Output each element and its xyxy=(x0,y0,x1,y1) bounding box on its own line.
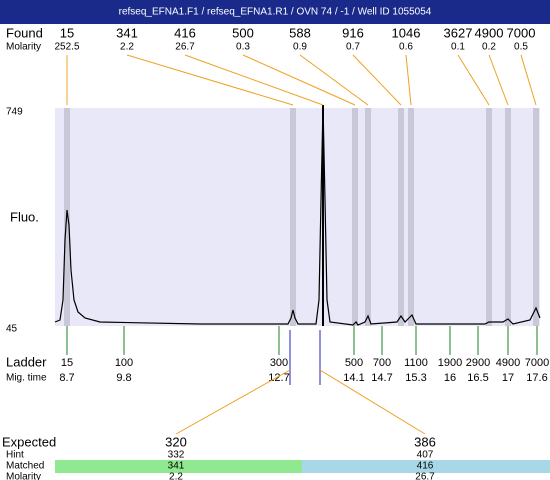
matched-label: Matched xyxy=(6,461,44,472)
found-molarity: 0.1 xyxy=(451,42,465,53)
found-size: 416 xyxy=(174,25,196,40)
peak-band xyxy=(398,108,404,326)
expected-connector xyxy=(319,369,426,435)
plot-area xyxy=(55,108,540,326)
hint-label: Hint xyxy=(6,450,24,461)
ladder-time: 14.1 xyxy=(343,372,364,384)
found-connector xyxy=(299,54,369,106)
ladder-size: 4900 xyxy=(496,357,520,369)
ladder-time: 8.7 xyxy=(59,372,74,384)
peak-band xyxy=(505,108,511,326)
found-size: 7000 xyxy=(507,25,536,40)
found-connector xyxy=(126,54,294,106)
expected-molarity: 26.7 xyxy=(415,472,435,480)
found-connector xyxy=(184,54,324,106)
molarity-label: Molarity xyxy=(6,42,41,53)
ladder-time: 16 xyxy=(444,372,456,384)
found-size: 500 xyxy=(232,25,254,40)
peak-band xyxy=(408,108,414,326)
peak-band xyxy=(486,108,492,326)
peak-band xyxy=(533,108,539,326)
found-label: Found xyxy=(6,25,43,40)
expected-matched: 341 xyxy=(168,461,185,472)
expected-hint: 332 xyxy=(168,450,185,461)
ladder-time: 9.8 xyxy=(116,372,131,384)
peak-band xyxy=(365,108,371,326)
molarity-label: Molarity xyxy=(6,472,41,480)
found-size: 341 xyxy=(116,25,138,40)
expected-hint: 407 xyxy=(417,450,434,461)
ladder-size: 500 xyxy=(345,357,363,369)
found-size: 3627 xyxy=(444,25,473,40)
ladder-time: 17 xyxy=(502,372,514,384)
matched-bar xyxy=(55,460,302,473)
found-molarity: 26.7 xyxy=(175,42,195,53)
found-connector xyxy=(352,54,402,106)
ladder-size: 1100 xyxy=(404,357,428,369)
found-connector xyxy=(520,54,537,106)
expected-size: 386 xyxy=(414,434,436,449)
expected-matched: 416 xyxy=(417,461,434,472)
found-connector xyxy=(457,54,490,106)
found-molarity: 252.5 xyxy=(54,42,79,53)
peak-band xyxy=(290,108,296,326)
ladder-time: 15.3 xyxy=(405,372,426,384)
found-size: 1046 xyxy=(392,25,421,40)
ladder-size: 300 xyxy=(270,357,288,369)
ladder-time: 14.7 xyxy=(371,372,392,384)
found-size: 916 xyxy=(342,25,364,40)
ladder-time: 12.7 xyxy=(268,372,289,384)
expected-size: 320 xyxy=(165,434,187,449)
found-size: 15 xyxy=(60,25,74,40)
ladder-time: 17.6 xyxy=(526,372,547,384)
trace xyxy=(54,104,541,326)
found-molarity: 0.5 xyxy=(514,42,528,53)
peak-band xyxy=(352,108,358,326)
expected-label: Expected xyxy=(2,434,56,449)
found-connector xyxy=(242,54,356,106)
expected-connector xyxy=(175,369,291,435)
ladder-size: 15 xyxy=(61,357,73,369)
mig-time-label: Mig. time xyxy=(6,373,47,384)
fluo-label: Fluo. xyxy=(10,209,39,224)
matched-bar xyxy=(302,460,550,473)
found-molarity: 0.7 xyxy=(346,42,360,53)
ladder-size: 1900 xyxy=(438,357,462,369)
found-size: 4900 xyxy=(475,25,504,40)
title: refseq_EFNA1.F1 / refseq_EFNA1.R1 / OVN … xyxy=(119,7,432,18)
ladder-label: Ladder xyxy=(6,354,47,369)
title-bar xyxy=(0,0,550,24)
found-size: 588 xyxy=(289,25,311,40)
ladder-time: 16.5 xyxy=(467,372,488,384)
found-molarity: 0.2 xyxy=(482,42,496,53)
found-connector xyxy=(405,54,412,106)
ladder-size: 700 xyxy=(373,357,391,369)
found-molarity: 0.3 xyxy=(236,42,250,53)
ladder-size: 100 xyxy=(115,357,133,369)
ladder-size: 7000 xyxy=(525,357,549,369)
ladder-size: 2900 xyxy=(466,357,490,369)
fluo-max: 749 xyxy=(6,107,23,118)
fluo-min: 45 xyxy=(6,324,18,335)
found-molarity: 0.6 xyxy=(399,42,413,53)
expected-molarity: 2.2 xyxy=(169,472,183,480)
found-connector xyxy=(488,54,509,106)
found-molarity: 2.2 xyxy=(120,42,134,53)
found-molarity: 0.9 xyxy=(293,42,307,53)
